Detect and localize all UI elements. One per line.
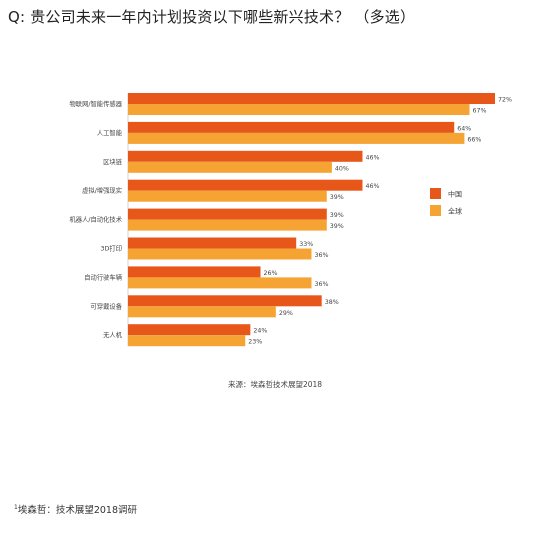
data-label: 64%: [457, 125, 471, 132]
bar-global: [128, 306, 276, 318]
category-label: 区块链: [103, 157, 123, 166]
data-label: 36%: [315, 281, 329, 288]
bar-global: [128, 277, 312, 289]
data-label: 40%: [335, 165, 349, 172]
bar-global: [128, 248, 312, 260]
category-label: 无人机: [103, 330, 123, 339]
data-label: 39%: [330, 223, 344, 230]
category-label: 虚拟/增强现实: [82, 186, 122, 195]
footnote-text: 埃森哲：技术展望2018调研: [17, 505, 138, 516]
data-label: 46%: [365, 154, 379, 161]
footnote-marker: 1: [14, 503, 18, 511]
bar-china: [128, 121, 455, 133]
data-label: 67%: [473, 108, 487, 115]
data-label: 36%: [315, 252, 329, 259]
footnote: 1埃森哲：技术展望2018调研: [14, 502, 137, 516]
data-label: 26%: [264, 270, 278, 277]
data-label: 72%: [498, 97, 512, 104]
bar-china: [128, 237, 297, 249]
category-label: 自动行驶车辆: [84, 272, 122, 281]
bar-china: [128, 295, 322, 307]
bar-china: [128, 208, 327, 220]
bar-china: [128, 266, 261, 278]
category-label: 3D打印: [101, 244, 122, 253]
legend-label: 全球: [448, 207, 462, 216]
data-label: 39%: [330, 194, 344, 201]
source-note: 来源：埃森哲技术展望2018: [227, 380, 323, 389]
data-label: 39%: [330, 212, 344, 219]
bars: 72%67%64%66%46%40%46%39%39%39%33%36%26%3…: [128, 93, 512, 347]
data-label: 66%: [467, 136, 481, 143]
category-label: 可穿戴设备: [91, 301, 123, 310]
data-label: 23%: [248, 339, 262, 346]
data-label: 33%: [299, 241, 313, 248]
bar-china: [128, 150, 363, 162]
category-label: 人工智能: [97, 128, 123, 137]
bar-global: [128, 219, 327, 231]
legend-swatch: [430, 188, 441, 199]
data-label: 46%: [365, 183, 379, 190]
data-label: 29%: [279, 310, 293, 317]
bar-china: [128, 93, 495, 104]
bar-global: [128, 190, 327, 202]
category-label: 物联网/智能传感器: [70, 99, 123, 108]
bar-global: [128, 335, 246, 347]
category-label: 机器人/自动化技术: [70, 215, 123, 224]
chart-title: Q: 贵公司未来一年内计划投资以下哪些新兴技术？ （多选）: [8, 8, 416, 26]
data-label: 38%: [325, 299, 339, 306]
bar-china: [128, 324, 251, 336]
bar-china: [128, 179, 363, 191]
bar-global: [128, 132, 465, 144]
bar-global: [128, 161, 332, 173]
legend-label: 中国: [448, 190, 462, 199]
data-label: 24%: [253, 328, 267, 335]
bar-global: [128, 104, 470, 115]
legend-swatch: [430, 205, 441, 216]
